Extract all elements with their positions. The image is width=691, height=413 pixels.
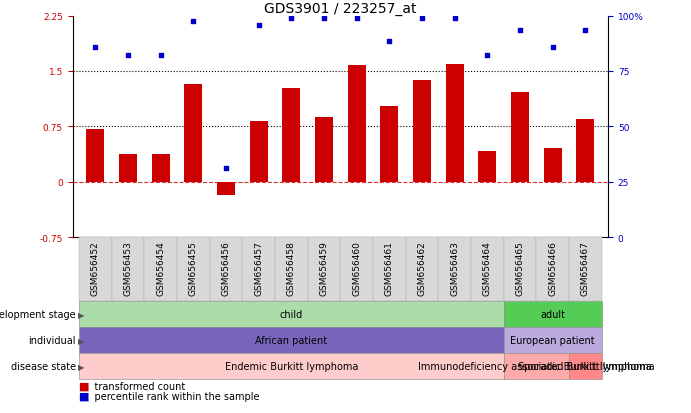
Text: GSM656459: GSM656459 <box>319 241 328 295</box>
Text: individual: individual <box>28 335 75 346</box>
Text: ■: ■ <box>79 391 90 401</box>
Text: European patient: European patient <box>510 335 595 346</box>
Point <box>155 52 167 59</box>
Text: ▶: ▶ <box>78 362 85 371</box>
Point <box>482 52 493 59</box>
Bar <box>86 129 104 182</box>
Text: GSM656453: GSM656453 <box>124 241 133 295</box>
Text: ■: ■ <box>79 381 90 391</box>
Bar <box>283 89 301 182</box>
Text: GSM656458: GSM656458 <box>287 241 296 295</box>
Text: development stage: development stage <box>0 309 75 320</box>
Text: Sporadic Burkitt lymphoma: Sporadic Burkitt lymphoma <box>518 361 652 372</box>
Text: GSM656461: GSM656461 <box>385 241 394 295</box>
Text: African patient: African patient <box>255 335 328 346</box>
Text: GSM656454: GSM656454 <box>156 241 165 295</box>
Text: ■  transformed count: ■ transformed count <box>79 381 185 391</box>
Bar <box>544 149 562 182</box>
Point <box>417 15 428 22</box>
Text: GSM656452: GSM656452 <box>91 241 100 295</box>
Point <box>220 166 231 172</box>
Text: Endemic Burkitt lymphoma: Endemic Burkitt lymphoma <box>225 361 358 372</box>
Text: ■  percentile rank within the sample: ■ percentile rank within the sample <box>79 391 260 401</box>
Bar <box>576 120 594 182</box>
Bar <box>413 81 431 182</box>
Text: GSM656466: GSM656466 <box>548 241 557 295</box>
Text: ▶: ▶ <box>78 336 85 345</box>
Point <box>253 23 264 29</box>
Point <box>449 15 460 22</box>
Point <box>90 45 101 52</box>
Point <box>384 39 395 45</box>
Text: GSM656457: GSM656457 <box>254 241 263 295</box>
Text: disease state: disease state <box>10 361 75 372</box>
Text: GSM656460: GSM656460 <box>352 241 361 295</box>
Point <box>286 15 297 22</box>
Text: GSM656462: GSM656462 <box>417 241 426 295</box>
Point <box>188 19 199 26</box>
Point <box>547 45 558 52</box>
Bar <box>249 122 267 182</box>
Bar <box>511 93 529 182</box>
Point <box>514 28 525 35</box>
Bar <box>380 107 398 182</box>
Text: Immunodeficiency associated Burkitt lymphoma: Immunodeficiency associated Burkitt lymp… <box>418 361 654 372</box>
Text: GSM656465: GSM656465 <box>515 241 524 295</box>
Text: GSM656464: GSM656464 <box>483 241 492 295</box>
Bar <box>152 154 170 182</box>
Point <box>122 52 133 59</box>
Text: GSM656467: GSM656467 <box>580 241 589 295</box>
Bar <box>184 85 202 182</box>
Text: child: child <box>280 309 303 320</box>
Text: GSM656456: GSM656456 <box>222 241 231 295</box>
Point <box>319 15 330 22</box>
Bar <box>446 64 464 182</box>
Title: GDS3901 / 223257_at: GDS3901 / 223257_at <box>264 2 417 16</box>
Bar <box>348 66 366 182</box>
Bar <box>478 151 496 182</box>
Text: GSM656455: GSM656455 <box>189 241 198 295</box>
Bar <box>315 117 333 182</box>
Point <box>580 28 591 35</box>
Text: GSM656463: GSM656463 <box>450 241 459 295</box>
Text: adult: adult <box>540 309 565 320</box>
Bar <box>217 182 235 195</box>
Point <box>351 15 362 22</box>
Text: ▶: ▶ <box>78 310 85 319</box>
Bar <box>119 154 137 182</box>
